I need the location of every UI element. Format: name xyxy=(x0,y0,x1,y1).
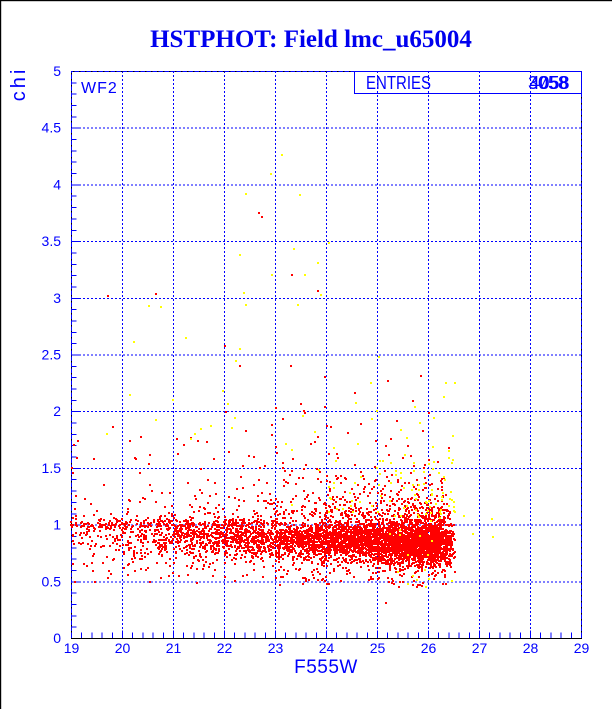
svg-text:ENTRIES: ENTRIES xyxy=(366,73,431,93)
svg-text:3058: 3058 xyxy=(528,73,568,93)
svg-text:HSTPHOT: Field lmc_u65004: HSTPHOT: Field lmc_u65004 xyxy=(150,26,472,53)
svg-text:chi: chi xyxy=(8,67,30,102)
svg-text:0: 0 xyxy=(53,630,61,646)
svg-text:0.5: 0.5 xyxy=(42,573,62,589)
svg-text:WF2: WF2 xyxy=(81,80,118,97)
svg-text:26: 26 xyxy=(421,640,437,656)
svg-text:4058: 4058 xyxy=(530,73,570,93)
svg-text:1: 1 xyxy=(53,517,61,533)
svg-text:2.5: 2.5 xyxy=(42,347,62,363)
svg-text:F555W: F555W xyxy=(294,657,358,678)
svg-text:1.5: 1.5 xyxy=(42,460,62,476)
svg-text:27: 27 xyxy=(472,640,488,656)
svg-text:19: 19 xyxy=(64,640,80,656)
svg-text:25: 25 xyxy=(370,640,386,656)
svg-text:29: 29 xyxy=(574,640,590,656)
svg-text:4.5: 4.5 xyxy=(42,120,62,136)
svg-text:3: 3 xyxy=(53,290,61,306)
svg-text:5: 5 xyxy=(53,63,61,79)
svg-text:23: 23 xyxy=(268,640,284,656)
svg-text:21: 21 xyxy=(166,640,182,656)
svg-text:20: 20 xyxy=(115,640,131,656)
svg-text:28: 28 xyxy=(523,640,539,656)
svg-text:3.5: 3.5 xyxy=(42,233,62,249)
svg-text:22: 22 xyxy=(217,640,233,656)
svg-text:4: 4 xyxy=(53,176,61,192)
svg-text:24: 24 xyxy=(319,640,335,656)
svg-text:2: 2 xyxy=(53,403,61,419)
